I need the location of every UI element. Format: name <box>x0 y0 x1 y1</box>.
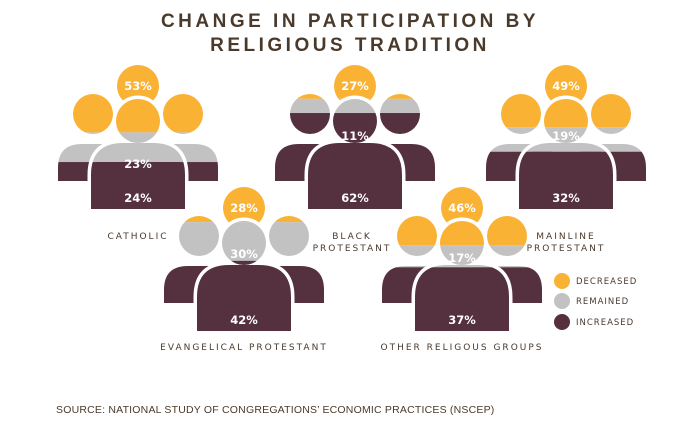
mid-increased-4 <box>415 267 509 331</box>
label-increased-4: 37% <box>448 313 476 327</box>
label-decreased-4: 46% <box>448 201 476 215</box>
legend-swatch-increased <box>554 314 570 330</box>
category-label-1-0: BLACK <box>332 232 372 242</box>
label-decreased-1: 27% <box>341 79 369 93</box>
category-label-4-0: OTHER RELIGOUS GROUPS <box>380 343 543 353</box>
label-increased-3: 42% <box>230 313 258 327</box>
group-0: 53% 23% 24% CATHOLIC <box>58 65 218 242</box>
label-increased-2: 32% <box>552 191 580 205</box>
legend: DECREASED REMAINED INCREASED <box>554 273 637 330</box>
legend-label-increased: INCREASED <box>576 318 634 328</box>
chart-title-line-2: RELIGIOUS TRADITION <box>210 35 490 56</box>
mid-increased-0 <box>91 162 185 209</box>
chart-title-line-1: CHANGE IN PARTICIPATION BY <box>160 11 540 32</box>
mid-increased-2 <box>519 151 613 209</box>
label-decreased-0: 53% <box>124 79 152 93</box>
label-increased-1: 62% <box>341 191 369 205</box>
group-2: 49% 19% 32% MAINLINE PROTESTANT <box>486 65 646 254</box>
legend-swatch-decreased <box>554 273 570 289</box>
legend-label-remained: REMAINED <box>576 297 629 307</box>
label-remained-0: 23% <box>124 157 152 171</box>
label-remained-3: 30% <box>230 247 258 261</box>
label-remained-4: 17% <box>448 251 476 265</box>
label-decreased-3: 28% <box>230 201 258 215</box>
category-label-2-1: PROTESTANT <box>527 244 606 254</box>
label-remained-1: 11% <box>341 129 369 143</box>
category-label-2-0: MAINLINE <box>536 232 595 242</box>
mid-increased-3 <box>197 260 291 331</box>
category-label-1-1: PROTESTANT <box>313 244 392 254</box>
source-note: SOURCE: NATIONAL STUDY OF CONGREGATIONS’… <box>56 404 495 416</box>
category-label-3-0: EVANGELICAL PROTESTANT <box>160 343 328 353</box>
label-remained-2: 19% <box>552 129 580 143</box>
legend-label-decreased: DECREASED <box>576 277 637 287</box>
mid-decreased-3 <box>197 221 291 223</box>
label-increased-0: 24% <box>124 191 152 205</box>
legend-swatch-remained <box>554 293 570 309</box>
category-label-0-0: CATHOLIC <box>107 232 168 242</box>
label-decreased-2: 49% <box>552 79 580 93</box>
chart-title: CHANGE IN PARTICIPATION BY RELIGIOUS TRA… <box>0 10 700 58</box>
